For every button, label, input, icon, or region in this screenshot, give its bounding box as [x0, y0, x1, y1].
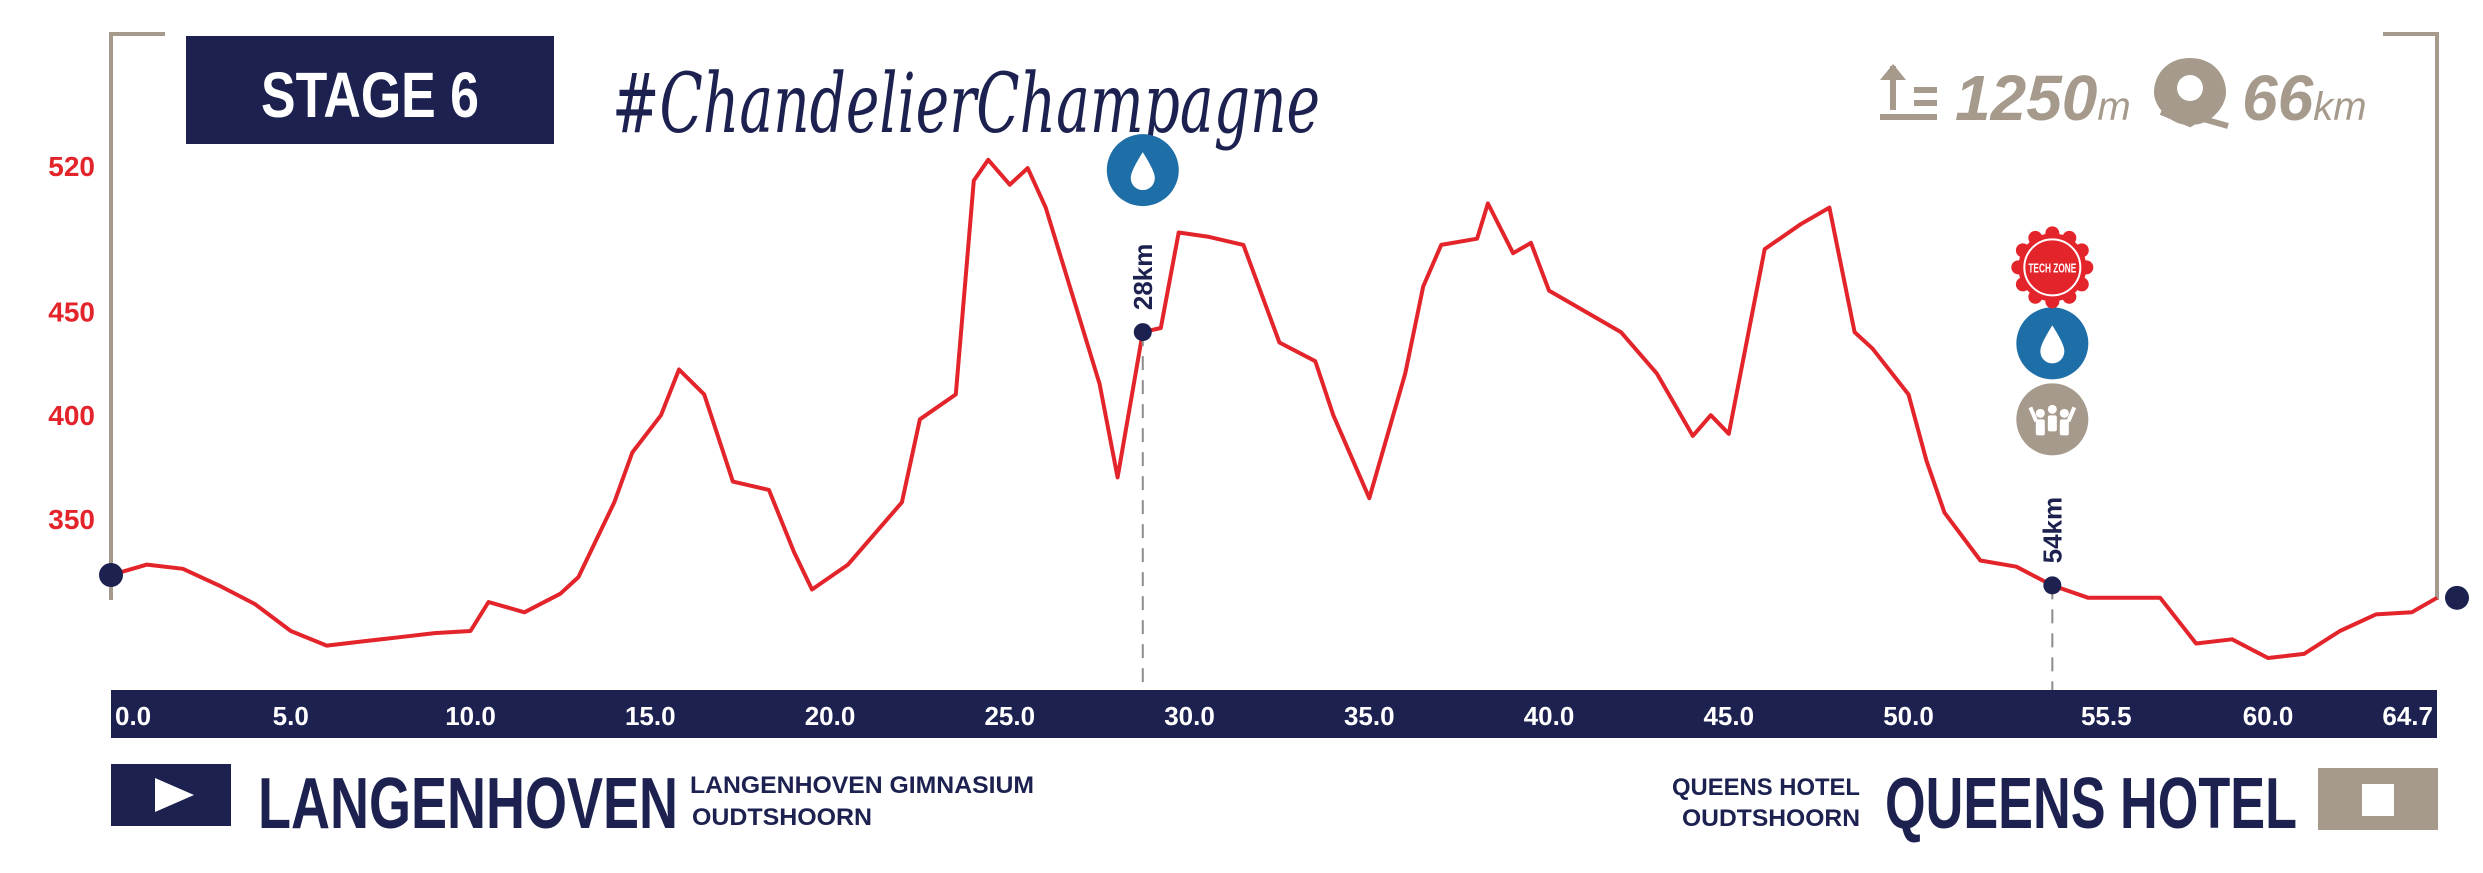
tech-zone-label: TECH ZONE — [2028, 260, 2076, 275]
finish-venue-line2: OUDTSHOORN — [1682, 805, 1860, 832]
y-tick-label: 350 — [48, 504, 95, 535]
x-tick-label: 5.0 — [273, 701, 309, 731]
x-tick-label: 40.0 — [1524, 701, 1575, 731]
supporters-icon — [2016, 383, 2089, 456]
waypoint-dot — [1133, 323, 1152, 342]
y-axis-labels: 350 400 450 520 — [48, 151, 95, 535]
x-tick-label: 60.0 — [2243, 701, 2294, 731]
x-tick-label: 20.0 — [805, 701, 856, 731]
play-icon — [155, 778, 194, 812]
waypoint-distance-label: 28km — [1128, 244, 1158, 311]
waypoint-marker: 28km — [1106, 134, 1179, 690]
x-tick-label: 25.0 — [984, 701, 1035, 731]
x-tick-label: 45.0 — [1703, 701, 1754, 731]
stage-label: STAGE 6 — [261, 59, 479, 131]
climb-value: 1250 — [1955, 62, 2097, 134]
x-tick-label: 35.0 — [1344, 701, 1395, 731]
distance-unit: km — [2313, 85, 2366, 129]
x-tick-label: 10.0 — [445, 701, 496, 731]
x-tick-label: 64.7 — [2382, 701, 2433, 731]
waypoint-marker: 54km TECH ZONE — [2011, 226, 2094, 690]
y-tick-label: 450 — [48, 296, 95, 327]
distance-value: 66 — [2242, 62, 2314, 134]
y-tick-label: 400 — [48, 400, 95, 431]
x-axis-labels: 0.0 5.0 10.0 15.0 20.0 25.0 30.0 35.0 40.0 45.0 50… — [115, 701, 2433, 731]
start-venue-line2: OUDTSHOORN — [692, 804, 872, 831]
start-name: LANGENHOVEN — [258, 764, 678, 844]
y-tick-label: 520 — [48, 151, 95, 182]
climb-icon — [1880, 64, 1937, 120]
start-point-dot — [99, 562, 123, 587]
x-tick-label: 15.0 — [625, 701, 676, 731]
tech-zone-icon: TECH ZONE — [2011, 226, 2094, 309]
x-tick-label: 0.0 — [115, 701, 151, 731]
distance-stat: 66km — [2242, 62, 2367, 134]
finish-venue-line1: QUEENS HOTEL — [1672, 774, 1860, 801]
water-drop-icon — [2016, 307, 2089, 380]
finish-name: QUEENS HOTEL — [1885, 764, 2297, 844]
frame-bracket-right — [2383, 32, 2439, 600]
elevation-profile-line — [110, 157, 2438, 660]
climb-unit: m — [2097, 85, 2130, 129]
water-drop-icon — [1106, 134, 1179, 207]
stop-icon — [2362, 784, 2394, 816]
location-pin-icon — [2154, 58, 2229, 129]
x-tick-label: 50.0 — [1883, 701, 1934, 731]
x-axis-bar — [111, 690, 2437, 738]
waypoint-markers: 28km 54km TECH ZONE — [1106, 134, 2094, 690]
x-tick-label: 30.0 — [1164, 701, 1215, 731]
stage-label-box — [186, 36, 554, 144]
start-venue-line1: LANGENHOVEN GIMNASIUM — [690, 772, 1034, 799]
climb-stat: 1250m — [1955, 62, 2131, 134]
waypoint-dot — [2043, 576, 2062, 595]
finish-point-dot — [2445, 585, 2469, 610]
waypoint-distance-label: 54km — [2037, 497, 2067, 564]
frame-bracket-left — [109, 32, 165, 600]
x-tick-label: 55.5 — [2081, 701, 2132, 731]
hashtag: #ChandelierChampagne — [612, 57, 1320, 152]
